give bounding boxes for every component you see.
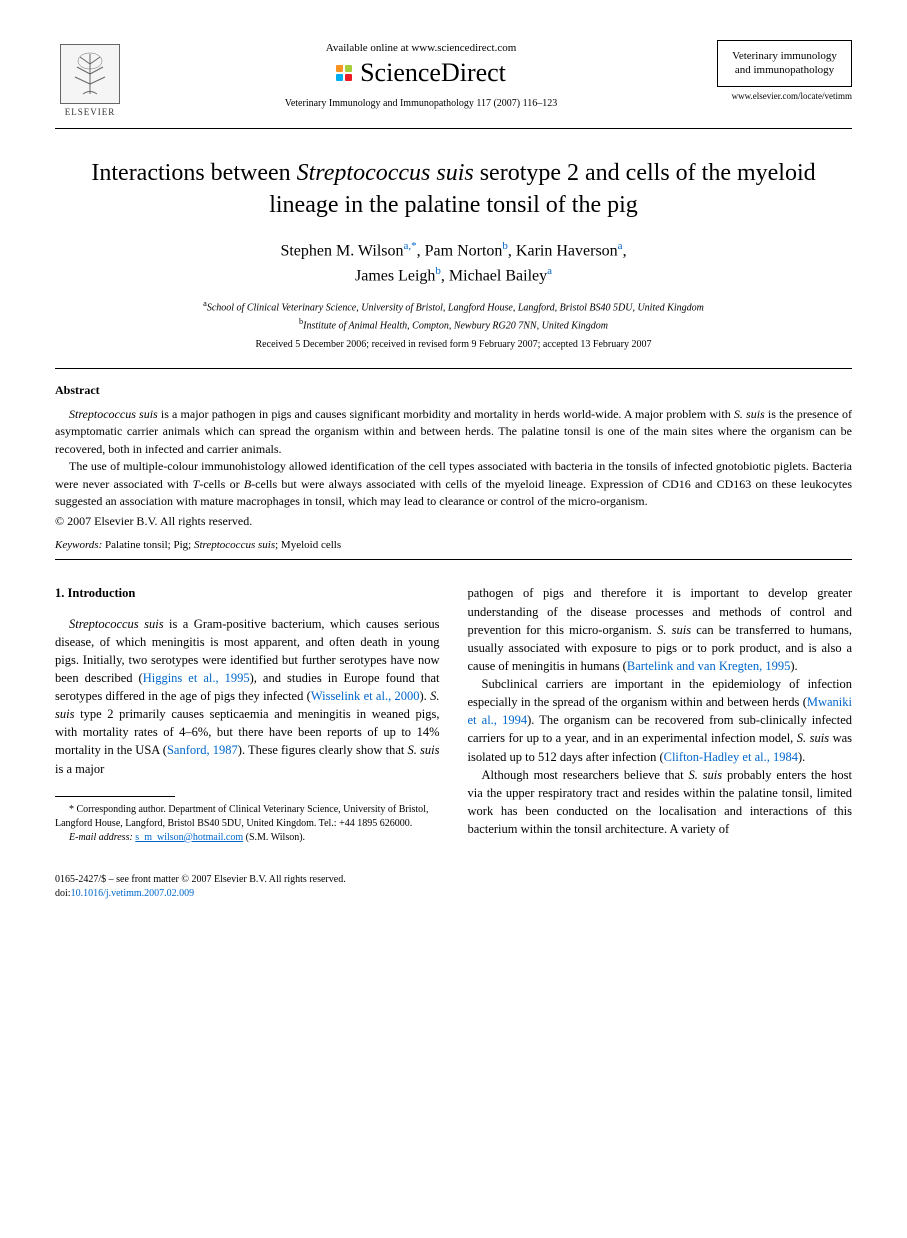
journal-box-wrap: Veterinary immunology and immunopatholog… [717, 40, 852, 101]
journal-url: www.elsevier.com/locate/vetimm [717, 91, 852, 101]
body-text: ). [798, 750, 805, 764]
section-heading: 1. Introduction [55, 584, 440, 602]
article-title: Interactions between Streptococcus suis … [85, 157, 822, 222]
sd-dot [336, 65, 343, 72]
email-post: (S.M. Wilson). [243, 832, 305, 843]
author-sup: a [618, 240, 623, 252]
sd-dot [336, 74, 343, 81]
keywords-text: ; Myeloid cells [275, 539, 341, 551]
abstract-bottom-rule [55, 559, 852, 560]
elsevier-logo: ELSEVIER [55, 40, 125, 120]
abstract-top-rule [55, 368, 852, 369]
right-column: pathogen of pigs and therefore it is imp… [468, 584, 853, 844]
author: Michael Bailey [449, 267, 547, 284]
citation-link[interactable]: Higgins et al., 1995 [143, 671, 250, 685]
footer-line1: 0165-2427/$ – see front matter © 2007 El… [55, 873, 852, 887]
email-link[interactable]: s_m_wilson@hotmail.com [135, 832, 243, 843]
elsevier-text: ELSEVIER [65, 107, 116, 117]
center-header: Available online at www.sciencedirect.co… [125, 40, 717, 109]
body-p2: Subclinical carriers are important in th… [468, 675, 853, 766]
citation-link[interactable]: Bartelink and van Kregten, 1995 [627, 659, 791, 673]
title-italic: Streptococcus suis [297, 160, 474, 186]
abstract-text: -cells or [199, 477, 244, 491]
abstract-heading: Abstract [55, 383, 852, 398]
authors: Stephen M. Wilsona,*, Pam Nortonb, Karin… [55, 238, 852, 289]
sd-dot [345, 65, 352, 72]
citation-link[interactable]: Wisselink et al., 2000 [311, 689, 420, 703]
article-dates: Received 5 December 2006; received in re… [55, 339, 852, 350]
body-italic: S. suis [657, 623, 691, 637]
title-pre: Interactions between [91, 160, 296, 186]
sciencedirect-logo: ScienceDirect [125, 58, 717, 88]
body-text: Subclinical carriers are important in th… [468, 677, 853, 709]
body-text: Although most researchers believe that [482, 768, 689, 782]
sd-dot [345, 74, 352, 81]
author: Pam Norton [425, 242, 503, 259]
citation-line: Veterinary Immunology and Immunopatholog… [125, 98, 717, 109]
affiliations: aSchool of Clinical Veterinary Science, … [55, 298, 852, 333]
body-text: ). [790, 659, 797, 673]
citation-link[interactable]: Clifton-Hadley et al., 1984 [664, 750, 798, 764]
left-column: 1. Introduction Streptococcus suis is a … [55, 584, 440, 844]
author: Stephen M. Wilson [280, 242, 403, 259]
citation-link[interactable]: Sanford, 1987 [167, 743, 238, 757]
body-columns: 1. Introduction Streptococcus suis is a … [55, 584, 852, 844]
email-footnote: E-mail address: s_m_wilson@hotmail.com (… [55, 831, 440, 845]
elsevier-tree-icon [60, 44, 120, 104]
affiliation-a: School of Clinical Veterinary Science, U… [207, 303, 704, 314]
keywords-italic: Streptococcus suis [194, 539, 275, 551]
email-label: E-mail address: [69, 832, 133, 843]
body-p1: Streptococcus suis is a Gram-positive ba… [55, 615, 440, 778]
body-italic: S. suis [408, 743, 440, 757]
header-rule [55, 128, 852, 129]
body-text: ). These figures clearly show that [238, 743, 408, 757]
author-sup: a [547, 265, 552, 277]
abstract-italic: S. suis [734, 407, 765, 421]
sciencedirect-icon [336, 65, 352, 81]
abstract-p2: The use of multiple-colour immunohistolo… [55, 458, 852, 510]
header-row: ELSEVIER Available online at www.science… [55, 40, 852, 120]
body-text: ). [420, 689, 431, 703]
author: James Leigh [355, 267, 435, 284]
corresponding-footnote: * Corresponding author. Department of Cl… [55, 803, 440, 831]
abstract-body: Streptococcus suis is a major pathogen i… [55, 406, 852, 510]
body-p3: Although most researchers believe that S… [468, 766, 853, 839]
body-italic: S. suis [688, 768, 722, 782]
corresponding-star: * [411, 240, 417, 252]
abstract-p1: Streptococcus suis is a major pathogen i… [55, 406, 852, 458]
footnote-rule [55, 796, 175, 797]
author-sup: b [502, 240, 508, 252]
available-online: Available online at www.sciencedirect.co… [125, 42, 717, 54]
doi-link[interactable]: 10.1016/j.vetimm.2007.02.009 [71, 888, 195, 899]
author-sup: a, [404, 240, 412, 252]
footer-doi: doi:10.1016/j.vetimm.2007.02.009 [55, 887, 852, 901]
author-sup: b [435, 265, 441, 277]
footer-bar: 0165-2427/$ – see front matter © 2007 El… [55, 873, 852, 901]
author: Karin Haverson [516, 242, 618, 259]
affiliation-b: Institute of Animal Health, Compton, New… [303, 320, 608, 331]
copyright: © 2007 Elsevier B.V. All rights reserved… [55, 514, 852, 529]
body-italic: Streptococcus suis [69, 617, 164, 631]
abstract-text: is a major pathogen in pigs and causes s… [158, 407, 734, 421]
journal-box: Veterinary immunology and immunopatholog… [717, 40, 852, 87]
keywords-text: Palatine tonsil; Pig; [102, 539, 194, 551]
keywords-label: Keywords: [55, 539, 102, 551]
keywords: Keywords: Palatine tonsil; Pig; Streptoc… [55, 539, 852, 551]
body-p1-cont: pathogen of pigs and therefore it is imp… [468, 584, 853, 675]
doi-label: doi: [55, 888, 71, 899]
body-italic: S. suis [797, 731, 829, 745]
abstract-italic: Streptococcus suis [69, 407, 158, 421]
sciencedirect-text: ScienceDirect [360, 58, 506, 88]
body-text: is a major [55, 762, 104, 776]
